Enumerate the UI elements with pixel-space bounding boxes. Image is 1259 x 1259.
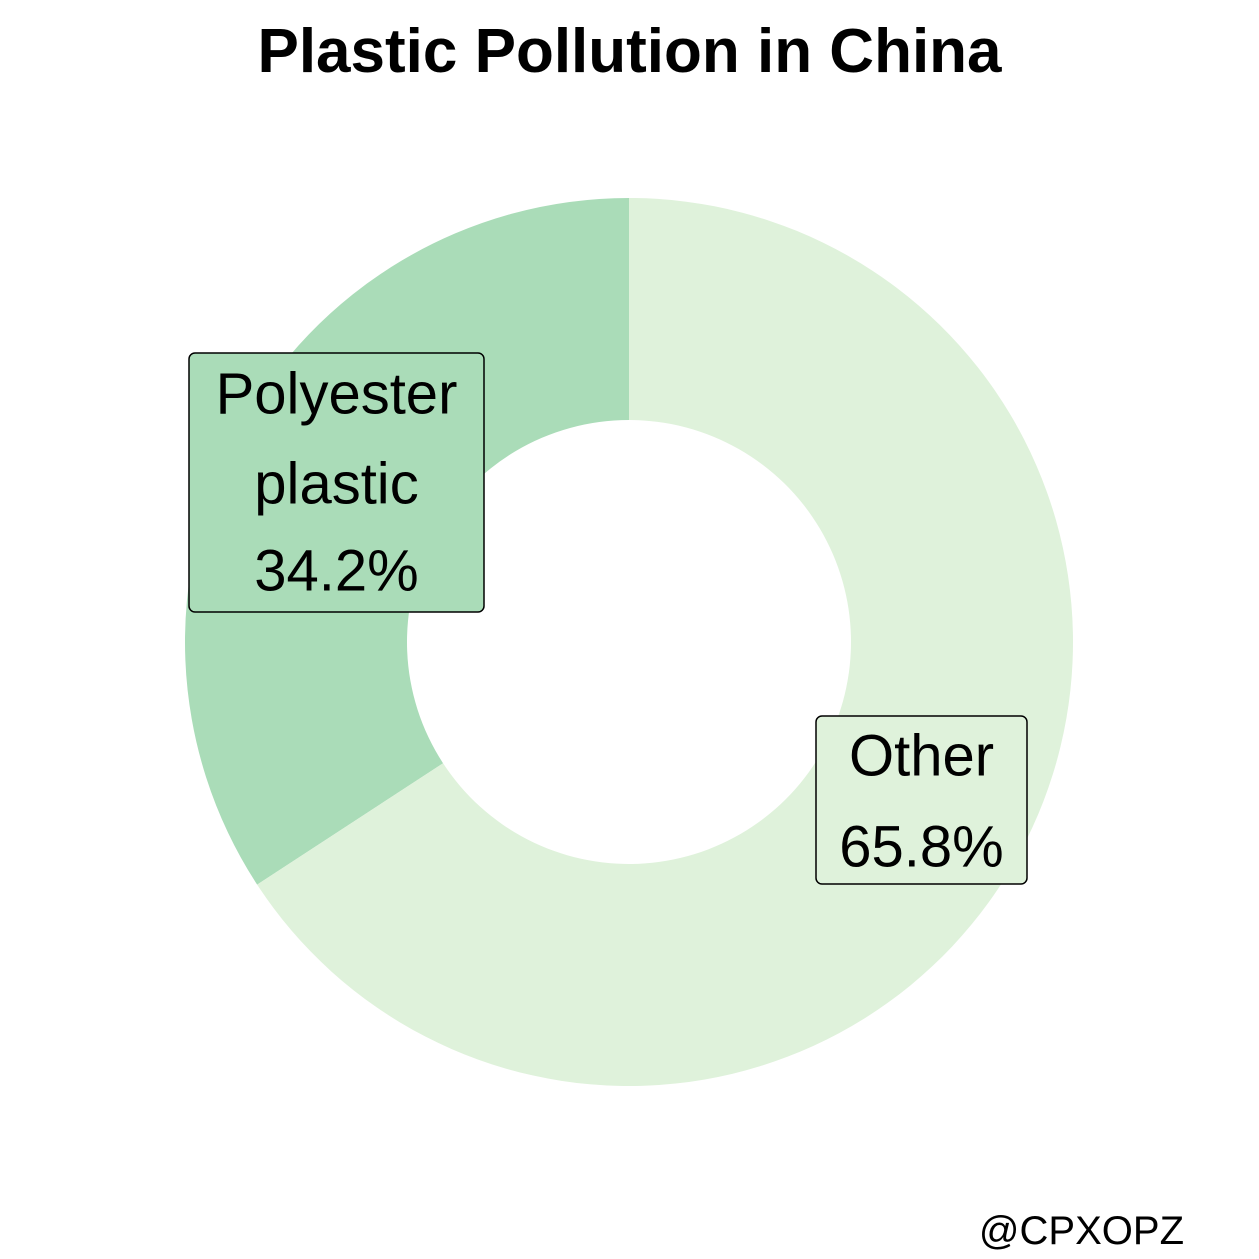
slice-label-line: 65.8% [839,814,1003,879]
slice-label-polyester-plastic: Polyester plastic 34.2% [188,352,485,613]
watermark: @CPXOPZ [978,1209,1184,1253]
slice-label-line: plastic [254,451,418,516]
labels-layer: Polyester plastic 34.2% Other 65.8% [188,352,1028,885]
slice-label-box [815,715,1028,885]
slice-label-box [188,352,485,613]
slice-label-line: Polyester [216,361,458,426]
slice-label-line: Other [849,723,994,788]
chart-title: Plastic Pollution in China [257,17,1002,86]
slice-label-line: 34.2% [254,538,418,603]
slices-layer [185,198,1073,1086]
slice-label-other: Other 65.8% [815,715,1028,885]
